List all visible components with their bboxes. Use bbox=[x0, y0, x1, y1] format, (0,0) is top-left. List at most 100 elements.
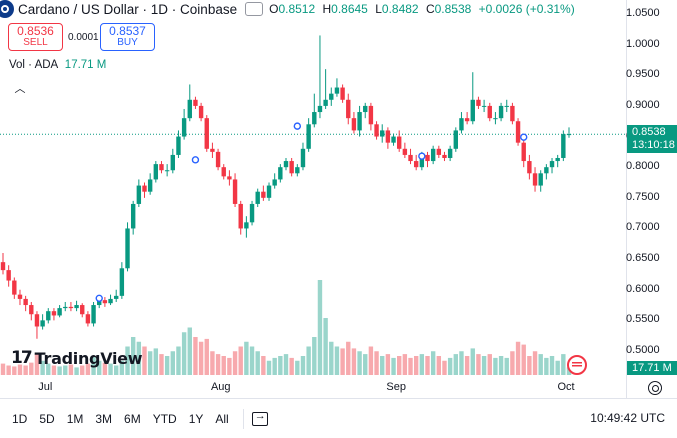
candle-body bbox=[430, 148, 436, 162]
event-marker bbox=[520, 133, 528, 141]
candle-body bbox=[215, 151, 221, 168]
tradingview-logo[interactable]: 17 TradingView bbox=[11, 348, 143, 368]
range-1d-button[interactable]: 1D bbox=[12, 411, 28, 426]
volume-bar bbox=[363, 354, 368, 375]
symbol-title[interactable]: Cardano / US Dollar · 1D · Coinbase bbox=[18, 1, 238, 17]
time-tick-label: Aug bbox=[210, 381, 231, 393]
candle-body bbox=[498, 105, 504, 119]
candle-body bbox=[493, 118, 498, 120]
range-3m-button[interactable]: 3M bbox=[95, 411, 113, 426]
volume-bar bbox=[295, 360, 300, 375]
chevron-up-icon: ︿ bbox=[14, 83, 26, 95]
volume-bar bbox=[142, 346, 147, 375]
volume-legend-label: Vol · ADA bbox=[9, 59, 58, 71]
date-range-icon[interactable] bbox=[251, 410, 268, 426]
candle-body bbox=[538, 173, 543, 186]
range-ytd-button[interactable]: YTD bbox=[152, 411, 177, 426]
volume-bar bbox=[532, 351, 538, 375]
candle-body bbox=[23, 298, 28, 306]
volume-bar bbox=[210, 351, 215, 375]
buy-label: BUY bbox=[117, 37, 138, 48]
range-5d-button[interactable]: 5D bbox=[39, 411, 55, 426]
volume-bar bbox=[368, 346, 374, 375]
volume-bar bbox=[374, 351, 379, 375]
volume-legend: Vol · ADA 17.71 M bbox=[9, 59, 106, 71]
volume-bar bbox=[170, 351, 175, 375]
volume-bar bbox=[323, 318, 328, 375]
volume-bar bbox=[102, 362, 108, 375]
volume-bar bbox=[453, 354, 458, 375]
settings-icon[interactable] bbox=[648, 381, 662, 395]
range-all-button[interactable]: All bbox=[215, 411, 229, 426]
candle-body bbox=[544, 167, 549, 174]
candle-body bbox=[74, 305, 79, 309]
volume-bar bbox=[164, 356, 170, 375]
volume-bar bbox=[63, 365, 68, 375]
volume-bar bbox=[544, 357, 549, 375]
volume-bar bbox=[464, 356, 470, 375]
volume-bar bbox=[198, 341, 204, 375]
candle-body bbox=[176, 136, 181, 155]
candle-body bbox=[312, 112, 317, 125]
volume-bar bbox=[447, 357, 453, 375]
volume-bar bbox=[227, 357, 232, 375]
price-tick-label: 0.8000 bbox=[626, 160, 660, 173]
candle-body bbox=[453, 130, 458, 149]
candle-body bbox=[555, 157, 560, 162]
volume-bar bbox=[85, 363, 91, 375]
volume-bar bbox=[442, 360, 447, 375]
volume-bar bbox=[249, 346, 255, 375]
price-tick-label: 1.0000 bbox=[626, 37, 660, 50]
volume-bar bbox=[561, 354, 566, 375]
candle-body bbox=[470, 99, 475, 122]
volume-bar bbox=[527, 356, 532, 375]
candle-body bbox=[566, 134, 572, 136]
candle-body bbox=[68, 306, 74, 309]
range-1m-button[interactable]: 1M bbox=[66, 411, 84, 426]
volume-bar bbox=[232, 351, 238, 375]
volume-bar bbox=[538, 354, 543, 375]
candle-body bbox=[515, 121, 521, 143]
candle-body bbox=[374, 124, 379, 137]
us-flag-icon[interactable] bbox=[567, 355, 587, 375]
volume-bar bbox=[346, 341, 351, 375]
candle-body bbox=[317, 105, 323, 113]
volume-tag: 17.71 M bbox=[627, 361, 677, 375]
price-tick-label: 0.7500 bbox=[626, 190, 660, 203]
candle-body bbox=[295, 167, 300, 174]
candle-body bbox=[351, 118, 357, 131]
candle-body bbox=[91, 305, 96, 324]
sell-button[interactable]: 0.8536 SELL bbox=[8, 23, 63, 51]
volume-bar bbox=[215, 354, 221, 375]
volume-bar bbox=[244, 341, 249, 375]
volume-bar bbox=[266, 360, 272, 375]
volume-bar bbox=[119, 360, 125, 375]
range-6m-button[interactable]: 6M bbox=[124, 411, 141, 426]
candle-body bbox=[51, 311, 57, 316]
buy-button[interactable]: 0.8537 BUY bbox=[100, 23, 155, 51]
volume-bar bbox=[283, 354, 289, 375]
volume-bar bbox=[425, 356, 430, 375]
candle-body bbox=[125, 228, 130, 269]
last-price-value: 0.8538 bbox=[632, 126, 666, 138]
volume-bar bbox=[238, 346, 243, 375]
volume-bar bbox=[187, 327, 192, 375]
volume-bar bbox=[504, 357, 509, 375]
candle-body bbox=[385, 130, 391, 143]
candle-body bbox=[334, 87, 340, 94]
candle-body bbox=[532, 173, 538, 186]
ohlc-label-low: L bbox=[375, 2, 382, 16]
volume-bar bbox=[289, 357, 294, 375]
candle-body bbox=[204, 118, 209, 149]
candle-body bbox=[244, 222, 249, 229]
candle-body bbox=[40, 320, 45, 327]
price-chart[interactable] bbox=[0, 0, 677, 398]
volume-bar bbox=[40, 360, 45, 375]
visibility-toggle-icon[interactable] bbox=[245, 2, 264, 16]
utc-clock[interactable]: 10:49:42 UTC bbox=[590, 411, 665, 425]
candle-body bbox=[6, 270, 11, 281]
cardano-logo-icon bbox=[0, 0, 14, 18]
collapse-legend-button[interactable]: ︿ bbox=[10, 80, 30, 96]
range-1y-button[interactable]: 1Y bbox=[188, 411, 204, 426]
